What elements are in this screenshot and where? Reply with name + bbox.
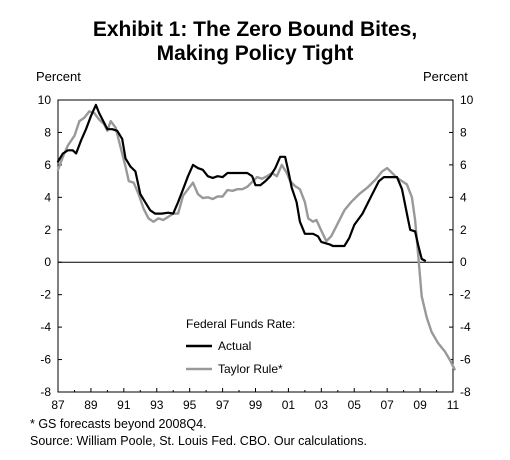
y-tick-label-right: -2 (460, 288, 471, 302)
x-tick-label: 11 (447, 398, 460, 412)
y-tick-label-left: 6 (44, 158, 51, 172)
y-tick-label-right: 2 (460, 223, 467, 237)
x-tick-label: 89 (84, 398, 98, 412)
y-tick-label-right: 0 (460, 255, 467, 269)
series-line-actual (56, 103, 427, 262)
y-tick-label-right: 6 (460, 158, 467, 172)
x-tick-label: 93 (150, 398, 164, 412)
legend-label-actual: Actual (218, 339, 251, 353)
x-tick-label: 03 (315, 398, 329, 412)
legend-label-taylor-rule: Taylor Rule* (218, 362, 283, 376)
y-tick-label-right: -6 (460, 353, 471, 367)
y-tick-label-left: -6 (40, 353, 51, 367)
y-tick-label-right: 10 (460, 93, 474, 107)
x-tick-label: 87 (51, 398, 65, 412)
y-tick-label-right: -4 (460, 320, 471, 334)
series-line-taylor-rule (56, 110, 456, 371)
plot-frame (57, 99, 454, 393)
chart-title: Exhibit 1: The Zero Bound Bites, (92, 18, 418, 41)
y-tick-label-left: 10 (38, 93, 52, 107)
x-tick-label: 01 (282, 398, 296, 412)
x-tick-label: 07 (380, 398, 394, 412)
y-tick-label-left: 0 (44, 255, 51, 269)
x-tick-label: 91 (117, 398, 131, 412)
legend-title: Federal Funds Rate: (186, 317, 295, 331)
y-tick-label-right: -8 (460, 385, 471, 399)
y-tick-label-left: 2 (44, 223, 51, 237)
y-tick-label-left: -2 (40, 288, 51, 302)
x-tick-label: 09 (413, 398, 427, 412)
chart-subtitle: Making Policy Tight (156, 42, 354, 65)
y-tick-label-left: 8 (44, 125, 51, 139)
right-axis-unit-label: Percent (423, 69, 468, 84)
source-footnote: Source: William Poole, St. Louis Fed. CB… (30, 434, 367, 448)
forecast-footnote: * GS forecasts beyond 2008Q4. (30, 417, 207, 431)
y-tick-label-right: 8 (460, 125, 467, 139)
x-tick-label: 97 (216, 398, 230, 412)
y-tick-label-left: -8 (40, 385, 51, 399)
y-tick-label-right: 4 (460, 190, 467, 204)
y-tick-label-left: -4 (40, 320, 51, 334)
left-axis-unit-label: Percent (36, 69, 81, 84)
x-tick-label: 95 (183, 398, 197, 412)
x-tick-label: 99 (249, 398, 263, 412)
x-tick-label: 05 (348, 398, 362, 412)
y-tick-label-left: 4 (44, 190, 51, 204)
